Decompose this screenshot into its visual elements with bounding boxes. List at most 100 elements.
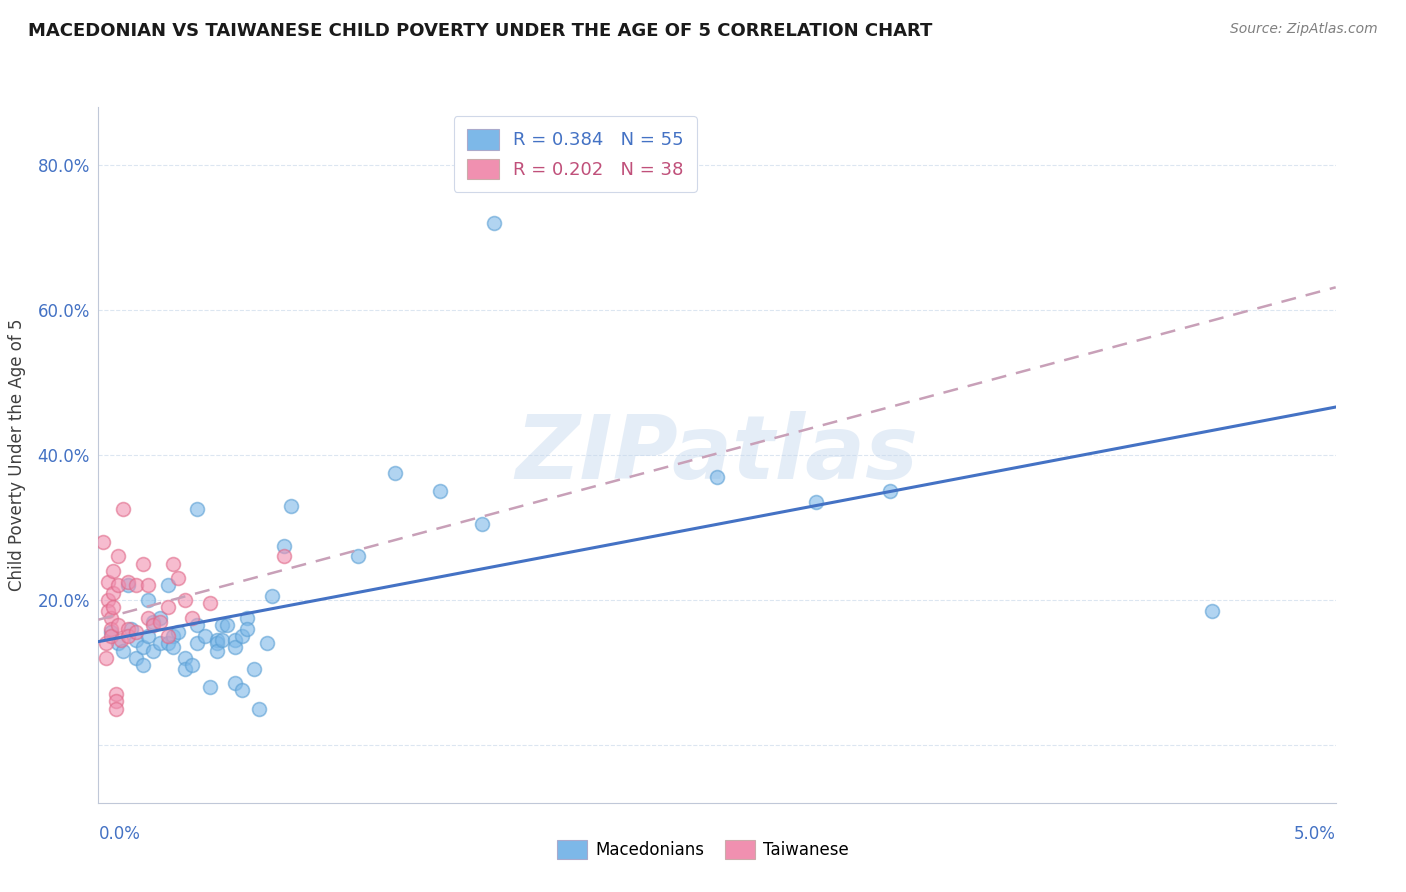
Point bbox=[97, 574, 120, 589]
Text: 0.0%: 0.0% bbox=[98, 825, 141, 843]
Point bbox=[1201, 604, 1223, 618]
Point bbox=[93, 534, 115, 549]
Point bbox=[132, 658, 155, 673]
Point bbox=[198, 597, 221, 611]
Point bbox=[247, 701, 270, 715]
Point bbox=[211, 618, 233, 632]
Point bbox=[112, 643, 135, 657]
Point bbox=[100, 622, 122, 636]
Point bbox=[205, 643, 228, 657]
Point bbox=[97, 604, 120, 618]
Point bbox=[174, 651, 197, 665]
Point bbox=[156, 629, 179, 643]
Point bbox=[256, 636, 278, 650]
Point bbox=[124, 578, 146, 592]
Point bbox=[166, 625, 188, 640]
Point bbox=[100, 611, 122, 625]
Point bbox=[100, 625, 122, 640]
Point bbox=[260, 589, 283, 603]
Point bbox=[471, 516, 494, 531]
Point bbox=[231, 683, 253, 698]
Point bbox=[120, 622, 142, 636]
Point bbox=[156, 600, 179, 615]
Point bbox=[124, 632, 146, 647]
Point bbox=[186, 618, 208, 632]
Point bbox=[97, 592, 120, 607]
Point bbox=[484, 216, 506, 230]
Point bbox=[94, 651, 117, 665]
Point bbox=[149, 611, 172, 625]
Point bbox=[156, 636, 179, 650]
Point bbox=[107, 618, 129, 632]
Point bbox=[804, 495, 827, 509]
Point bbox=[132, 640, 155, 654]
Point bbox=[224, 640, 246, 654]
Point bbox=[429, 484, 451, 499]
Point bbox=[107, 636, 129, 650]
Y-axis label: Child Poverty Under the Age of 5: Child Poverty Under the Age of 5 bbox=[8, 318, 27, 591]
Point bbox=[273, 549, 295, 564]
Point bbox=[243, 662, 266, 676]
Point bbox=[142, 618, 165, 632]
Point bbox=[162, 557, 184, 571]
Point bbox=[103, 585, 125, 599]
Point bbox=[136, 629, 159, 643]
Point bbox=[231, 629, 253, 643]
Point bbox=[224, 676, 246, 690]
Point bbox=[156, 578, 179, 592]
Point bbox=[142, 643, 165, 657]
Point bbox=[117, 574, 139, 589]
Point bbox=[181, 658, 204, 673]
Point bbox=[117, 578, 139, 592]
Point bbox=[117, 622, 139, 636]
Point bbox=[149, 636, 172, 650]
Point bbox=[112, 502, 135, 516]
Point bbox=[236, 611, 259, 625]
Text: Source: ZipAtlas.com: Source: ZipAtlas.com bbox=[1230, 22, 1378, 37]
Point bbox=[194, 629, 217, 643]
Point bbox=[162, 629, 184, 643]
Point bbox=[174, 592, 197, 607]
Point bbox=[104, 694, 127, 708]
Point bbox=[124, 651, 146, 665]
Point bbox=[104, 701, 127, 715]
Point bbox=[205, 632, 228, 647]
Point bbox=[136, 578, 159, 592]
Point bbox=[132, 557, 155, 571]
Text: MACEDONIAN VS TAIWANESE CHILD POVERTY UNDER THE AGE OF 5 CORRELATION CHART: MACEDONIAN VS TAIWANESE CHILD POVERTY UN… bbox=[28, 22, 932, 40]
Point bbox=[211, 632, 233, 647]
Point bbox=[181, 611, 204, 625]
Point bbox=[879, 484, 901, 499]
Point bbox=[174, 662, 197, 676]
Point bbox=[94, 636, 117, 650]
Point bbox=[142, 615, 165, 629]
Point bbox=[100, 629, 122, 643]
Point bbox=[117, 629, 139, 643]
Point bbox=[273, 539, 295, 553]
Text: ZIPatlas: ZIPatlas bbox=[516, 411, 918, 499]
Point bbox=[136, 592, 159, 607]
Point bbox=[236, 622, 259, 636]
Legend: Macedonians, Taiwanese: Macedonians, Taiwanese bbox=[551, 833, 855, 866]
Point bbox=[186, 502, 208, 516]
Point bbox=[706, 469, 728, 483]
Point bbox=[149, 615, 172, 629]
Point bbox=[107, 549, 129, 564]
Point bbox=[166, 571, 188, 585]
Point bbox=[198, 680, 221, 694]
Point bbox=[136, 611, 159, 625]
Text: 5.0%: 5.0% bbox=[1294, 825, 1336, 843]
Point bbox=[103, 600, 125, 615]
Point bbox=[217, 618, 239, 632]
Point bbox=[162, 640, 184, 654]
Point bbox=[205, 636, 228, 650]
Point bbox=[186, 636, 208, 650]
Point bbox=[110, 632, 132, 647]
Point bbox=[280, 499, 302, 513]
Point bbox=[384, 466, 406, 480]
Legend: R = 0.384   N = 55, R = 0.202   N = 38: R = 0.384 N = 55, R = 0.202 N = 38 bbox=[454, 116, 697, 192]
Point bbox=[124, 625, 146, 640]
Point bbox=[104, 687, 127, 701]
Point bbox=[347, 549, 370, 564]
Point bbox=[107, 578, 129, 592]
